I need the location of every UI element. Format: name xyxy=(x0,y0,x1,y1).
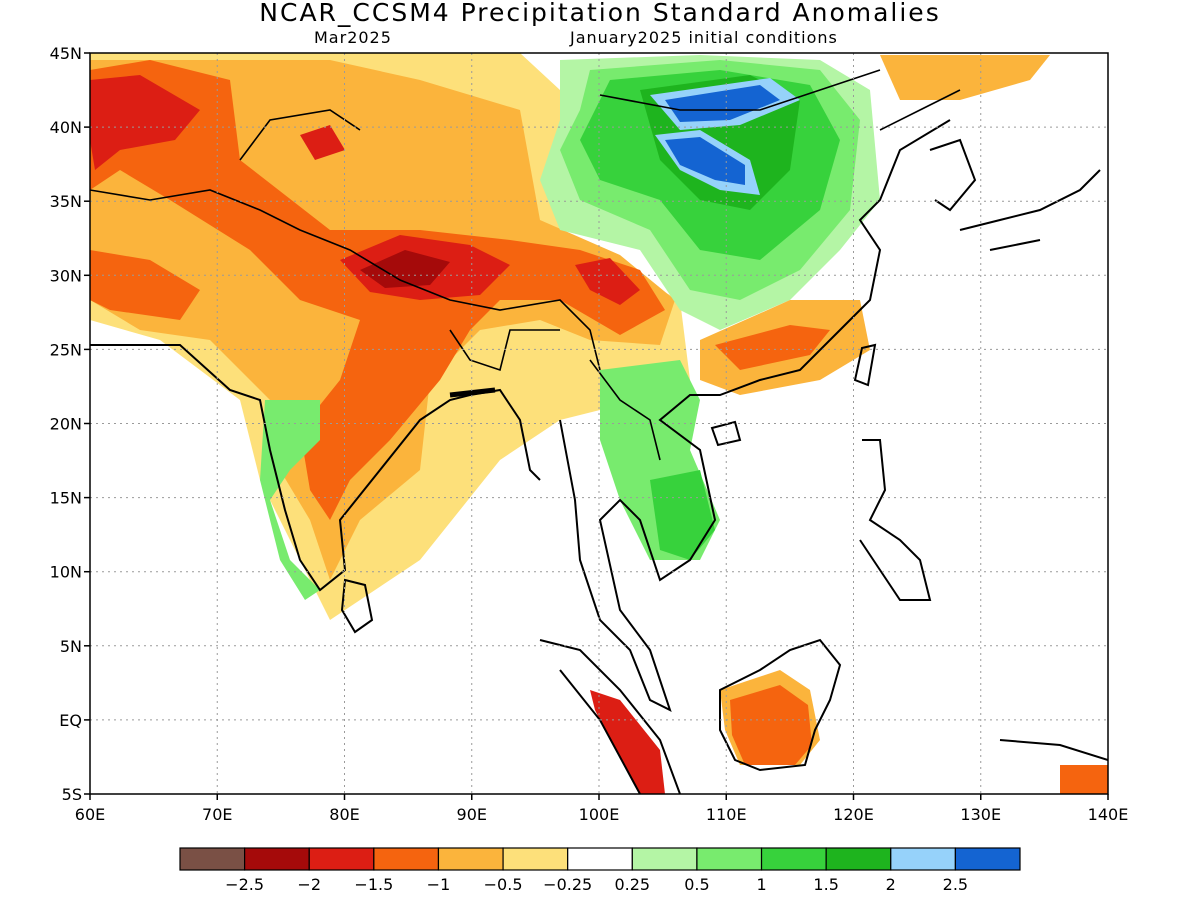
philippines-coast xyxy=(859,439,932,601)
colorbar-swatch xyxy=(244,847,310,871)
lat-label: 40N xyxy=(50,118,82,137)
lat-label: EQ xyxy=(59,711,82,730)
region-orange-northeast xyxy=(880,55,1050,100)
initial-conditions: January2025 initial conditions xyxy=(570,28,838,47)
colorbar-label: 1 xyxy=(756,875,766,894)
colorbar-swatch xyxy=(373,847,440,871)
colorbar-label: −2.5 xyxy=(225,875,264,894)
colorbar-swatch xyxy=(179,847,246,871)
colorbar-swatch xyxy=(631,847,698,871)
region-blue-central xyxy=(665,137,745,185)
lon-label: 100E xyxy=(579,805,620,824)
map-title: NCAR_CCSM4 Precipitation Standard Anomal… xyxy=(259,0,941,27)
indochina-coast xyxy=(559,119,951,712)
taiwan-coast xyxy=(853,343,877,387)
region-darkorange-borneo xyxy=(730,685,812,765)
colorbar-label: −2 xyxy=(297,875,321,894)
colorbar-swatch xyxy=(696,847,763,871)
axis-ticks xyxy=(84,52,1109,800)
colorbar xyxy=(179,847,1021,871)
lon-label: 130E xyxy=(960,805,1001,824)
region-darkorange-south-china xyxy=(715,325,830,370)
lon-label: 110E xyxy=(706,805,747,824)
lon-label: 90E xyxy=(457,805,487,824)
region-red-sumatra xyxy=(590,690,665,794)
lat-label: 45N xyxy=(50,44,82,63)
bangladesh-coast xyxy=(449,387,496,398)
colorbar-swatch xyxy=(567,847,633,871)
region-red-kashgar xyxy=(300,125,345,160)
region-red-west xyxy=(90,75,200,170)
lon-label: 140E xyxy=(1088,805,1129,824)
colorbar-swatch xyxy=(437,847,504,871)
borneo-coast xyxy=(719,638,842,772)
region-orange-png xyxy=(1060,765,1108,794)
colorbar-label: 1.5 xyxy=(813,875,838,894)
colorbar-labels: −2.5 −2 −1.5 −1 −0.5 −0.25 0.25 0.5 1 1.5 2 2.5 xyxy=(225,875,968,894)
colorbar-label: 2 xyxy=(886,875,896,894)
latitude-labels: 45N 40N 35N 30N 25N 20N 15N 10N 5N EQ 5S xyxy=(50,44,82,804)
gridlines xyxy=(90,53,1108,794)
lat-label: 5S xyxy=(62,785,82,804)
region-green-india xyxy=(260,400,320,600)
colorbar-label: −0.5 xyxy=(484,875,523,894)
colorbar-label: −1.5 xyxy=(354,875,393,894)
lon-label: 60E xyxy=(75,805,105,824)
lat-label: 10N xyxy=(50,563,82,582)
srilanka-coast xyxy=(340,578,374,634)
lat-label: 35N xyxy=(50,192,82,211)
region-pakistan-orange xyxy=(90,250,200,320)
region-red-sichuan xyxy=(575,258,640,305)
lat-label: 25N xyxy=(50,340,82,359)
colorbar-label: 2.5 xyxy=(943,875,968,894)
lon-label: 80E xyxy=(329,805,359,824)
colorbar-swatch xyxy=(760,847,827,871)
border-lines xyxy=(90,69,961,461)
region-blue-north xyxy=(665,85,780,122)
lat-label: 20N xyxy=(50,415,82,434)
region-darkred-tibet xyxy=(360,250,450,288)
colorbar-label: −1 xyxy=(427,875,451,894)
lat-label: 5N xyxy=(60,637,82,656)
longitude-labels: 60E 70E 80E 90E 100E 110E 120E 130E 140E xyxy=(75,805,1129,824)
japan-coast xyxy=(959,169,1101,251)
colorbar-label: −0.25 xyxy=(543,875,592,894)
lon-label: 120E xyxy=(833,805,874,824)
anomaly-shading xyxy=(90,53,1108,794)
colorbar-swatch xyxy=(890,847,956,871)
colorbar-swatch xyxy=(502,847,569,871)
colorbar-label: 0.25 xyxy=(614,875,650,894)
new-guinea-coast xyxy=(999,739,1108,761)
korea-coast xyxy=(929,138,977,212)
coastlines xyxy=(90,69,1108,794)
india-coast xyxy=(90,344,541,592)
colorbar-swatch xyxy=(825,847,892,871)
lat-label: 15N xyxy=(50,489,82,508)
colorbar-label: 0.5 xyxy=(684,875,709,894)
colorbar-swatch xyxy=(308,847,375,871)
lat-label: 30N xyxy=(50,266,82,285)
region-midgreen-indochina xyxy=(650,470,715,560)
colorbar-swatch xyxy=(954,847,1021,871)
lon-label: 70E xyxy=(202,805,232,824)
forecast-month: Mar2025 xyxy=(314,28,392,47)
